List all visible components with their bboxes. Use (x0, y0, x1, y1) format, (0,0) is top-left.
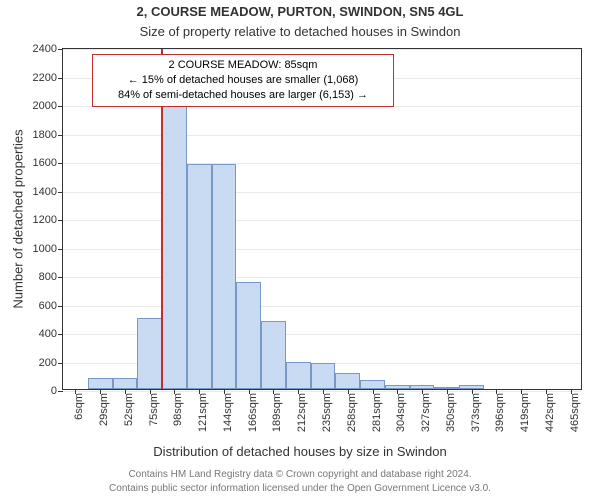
y-tick-label: 600 (39, 300, 63, 312)
histogram-bar (459, 385, 484, 389)
y-axis-label: Number of detached properties (11, 129, 26, 308)
y-gridline (63, 249, 581, 250)
histogram-bar (236, 282, 261, 389)
x-tick-label: 212sqm (296, 393, 308, 432)
y-tick-label: 1000 (33, 243, 63, 255)
y-gridline (63, 306, 581, 307)
histogram-bar (187, 164, 212, 389)
x-tick-label: 98sqm (172, 393, 184, 426)
x-tick-label: 189sqm (271, 393, 283, 432)
chart-title-line2: Size of property relative to detached ho… (0, 24, 600, 39)
y-tick-label: 800 (39, 271, 63, 283)
credits-line-2: Contains public sector information licen… (0, 483, 600, 494)
histogram-bar (335, 373, 360, 389)
histogram-bar (162, 76, 187, 390)
histogram-bar (137, 318, 162, 389)
histogram-bar (261, 321, 286, 389)
x-tick-label: 52sqm (123, 393, 135, 426)
histogram-bar (410, 385, 435, 389)
histogram-bar (434, 387, 459, 389)
y-gridline (63, 135, 581, 136)
y-gridline (63, 163, 581, 164)
x-tick-label: 465sqm (569, 393, 581, 432)
credits-line-1: Contains HM Land Registry data © Crown c… (0, 469, 600, 480)
chart-title-line1: 2, COURSE MEADOW, PURTON, SWINDON, SN5 4… (0, 4, 600, 19)
x-tick-label: 327sqm (420, 393, 432, 432)
y-tick-label: 1200 (33, 214, 63, 226)
annotation-line-2: ← 15% of detached houses are smaller (1,… (99, 73, 387, 88)
histogram-bar (360, 380, 385, 389)
y-gridline (63, 277, 581, 278)
x-tick-label: 75sqm (148, 393, 160, 426)
x-tick-label: 144sqm (222, 393, 234, 432)
x-tick-label: 166sqm (247, 393, 259, 432)
annotation-line-1: 2 COURSE MEADOW: 85sqm (99, 58, 387, 73)
histogram-bar (385, 385, 410, 389)
y-tick-label: 1400 (33, 186, 63, 198)
y-gridline (63, 220, 581, 221)
x-tick-label: 6sqm (73, 393, 85, 420)
x-axis-label: Distribution of detached houses by size … (0, 444, 600, 459)
y-tick-label: 2200 (33, 72, 63, 84)
histogram-bar (311, 363, 336, 389)
annotation-box: 2 COURSE MEADOW: 85sqm ← 15% of detached… (92, 54, 394, 107)
y-tick-label: 2400 (33, 43, 63, 55)
x-tick-label: 350sqm (445, 393, 457, 432)
x-tick-label: 29sqm (98, 393, 110, 426)
y-tick-label: 1600 (33, 157, 63, 169)
histogram-figure: 2, COURSE MEADOW, PURTON, SWINDON, SN5 4… (0, 0, 600, 500)
y-tick-label: 0 (51, 385, 63, 397)
x-tick-label: 442sqm (544, 393, 556, 432)
y-gridline (63, 49, 581, 50)
x-tick-label: 235sqm (321, 393, 333, 432)
x-tick-label: 258sqm (346, 393, 358, 432)
histogram-bar (88, 378, 113, 389)
y-gridline (63, 391, 581, 392)
y-tick-label: 2000 (33, 100, 63, 112)
x-tick-label: 281sqm (371, 393, 383, 432)
x-tick-label: 396sqm (494, 393, 506, 432)
x-tick-label: 304sqm (395, 393, 407, 432)
histogram-bar (113, 378, 138, 389)
histogram-bar (286, 362, 311, 389)
x-tick-label: 121sqm (197, 393, 209, 432)
x-tick-label: 419sqm (519, 393, 531, 432)
y-tick-label: 400 (39, 328, 63, 340)
y-gridline (63, 192, 581, 193)
y-tick-label: 1800 (33, 129, 63, 141)
x-tick-label: 373sqm (470, 393, 482, 432)
annotation-line-3: 84% of semi-detached houses are larger (… (99, 88, 387, 103)
y-tick-label: 200 (39, 357, 63, 369)
histogram-bar (212, 164, 237, 389)
